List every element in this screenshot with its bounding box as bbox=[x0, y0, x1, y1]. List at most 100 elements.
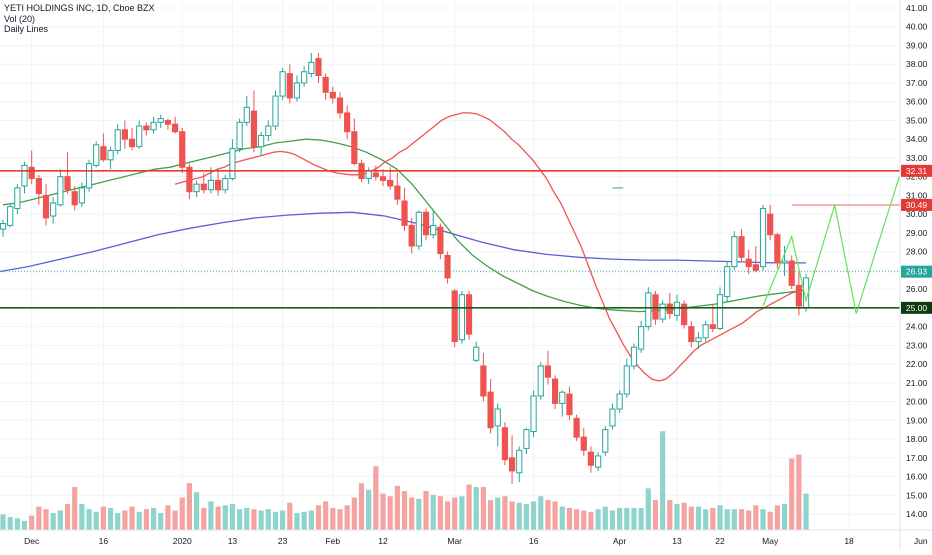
candle-body bbox=[630, 346, 638, 367]
volume-bar bbox=[308, 510, 314, 530]
time-axis[interactable]: Dec 16 2020 13 23 Feb 12 Mar 16 Apr 13 22 May 18 Jun bbox=[24, 536, 928, 546]
candle-body bbox=[566, 393, 573, 416]
volume-bar bbox=[107, 507, 114, 530]
candle-body bbox=[681, 303, 688, 326]
volume-bar bbox=[645, 488, 651, 530]
y-tick-label: 22.00 bbox=[906, 359, 928, 369]
pattern-zigzag bbox=[762, 176, 900, 314]
volume-indicator-label[interactable]: Vol (20) bbox=[4, 13, 36, 24]
price-axis[interactable]: 14.00 15.00 16.00 17.00 18.00 19.00 20.00 21.00… bbox=[906, 3, 928, 519]
volume-bar bbox=[215, 506, 221, 530]
candle-body bbox=[279, 71, 286, 97]
volume-bar bbox=[480, 487, 486, 530]
volume-bar bbox=[617, 507, 623, 530]
candle-body bbox=[365, 170, 372, 180]
candle-body bbox=[57, 176, 64, 206]
y-tick-label: 26.00 bbox=[906, 284, 928, 294]
candle-body bbox=[795, 284, 802, 307]
candle-body bbox=[695, 337, 702, 343]
candle-body bbox=[745, 258, 752, 268]
candle-body bbox=[559, 391, 566, 404]
volume-bar bbox=[315, 505, 322, 530]
volume-bar bbox=[781, 504, 788, 530]
volume-bar bbox=[717, 505, 723, 530]
ma20-line bbox=[174, 112, 807, 382]
y-tick-label: 17.00 bbox=[906, 453, 928, 463]
price-label-text: 32.31 bbox=[906, 166, 928, 176]
y-tick-label: 37.00 bbox=[906, 78, 928, 88]
volume-bar bbox=[401, 491, 408, 530]
candle-body bbox=[609, 408, 616, 427]
symbol-title[interactable]: YETI HOLDINGS INC, 1D, Cboe BZX bbox=[4, 3, 155, 13]
x-tick-label: 13 bbox=[672, 536, 682, 546]
volume-bar bbox=[100, 506, 106, 530]
volume-bar bbox=[631, 507, 637, 530]
volume-bar bbox=[351, 497, 357, 530]
candle-body bbox=[473, 346, 480, 361]
candle-body bbox=[250, 110, 258, 148]
volume-bar bbox=[193, 492, 200, 530]
price-label-text: 26.93 bbox=[906, 267, 928, 277]
candle-body bbox=[236, 121, 243, 150]
volume-bar bbox=[695, 506, 702, 530]
volume-bar bbox=[681, 502, 687, 530]
candle-body bbox=[128, 138, 136, 148]
x-tick-label: Apr bbox=[613, 536, 626, 546]
candle-body bbox=[78, 187, 85, 204]
volume-bar bbox=[79, 504, 85, 530]
volume-bars bbox=[0, 431, 809, 530]
x-tick-label: 13 bbox=[228, 536, 238, 546]
candle-body bbox=[28, 166, 35, 180]
candle-body bbox=[351, 131, 358, 165]
candle-body bbox=[243, 106, 250, 123]
candle-body bbox=[602, 429, 609, 453]
volume-bar bbox=[437, 496, 443, 530]
daily-lines-label[interactable]: Daily Lines bbox=[4, 24, 49, 34]
y-tick-label: 19.00 bbox=[906, 415, 928, 425]
candle-body bbox=[114, 129, 121, 151]
volume-bar bbox=[50, 513, 56, 530]
x-tick-label: 23 bbox=[278, 536, 288, 546]
candle-body bbox=[200, 183, 207, 191]
volume-bar bbox=[387, 496, 393, 530]
y-tick-label: 24.00 bbox=[906, 322, 928, 332]
volume-bar bbox=[738, 509, 745, 530]
candle-body bbox=[164, 119, 172, 125]
volume-bar bbox=[294, 513, 300, 530]
y-tick-label: 15.00 bbox=[906, 490, 928, 500]
candle-body bbox=[580, 436, 587, 451]
candle-body bbox=[171, 123, 179, 133]
y-tick-label: 16.00 bbox=[906, 472, 928, 482]
candle-body bbox=[85, 163, 93, 189]
volume-bar bbox=[581, 510, 587, 530]
volume-bar bbox=[229, 504, 236, 530]
volume-bar bbox=[344, 505, 350, 530]
candle-body bbox=[752, 264, 759, 271]
volume-bar bbox=[222, 505, 228, 530]
candle-body bbox=[136, 125, 143, 148]
candle-body bbox=[537, 365, 544, 397]
y-tick-label: 40.00 bbox=[906, 22, 928, 32]
volume-bar bbox=[14, 518, 20, 530]
volume-bar bbox=[143, 509, 149, 530]
volume-bar bbox=[129, 506, 135, 530]
candle-body bbox=[781, 260, 788, 264]
price-label-badge bbox=[901, 265, 932, 278]
x-tick-label: Dec bbox=[24, 536, 40, 546]
candle-body bbox=[759, 208, 767, 268]
volume-bar bbox=[710, 507, 716, 530]
candle-body bbox=[508, 457, 516, 472]
price-label-badge bbox=[901, 164, 932, 177]
volume-bar bbox=[93, 511, 99, 530]
volume-bar bbox=[523, 504, 530, 530]
volume-bar bbox=[753, 505, 759, 530]
volume-bar bbox=[57, 510, 63, 530]
candle-body bbox=[229, 148, 236, 180]
candle-body bbox=[293, 82, 301, 99]
y-tick-label: 28.00 bbox=[906, 247, 928, 257]
candle-body bbox=[688, 326, 695, 343]
volume-bar bbox=[638, 507, 644, 530]
x-tick-label: 2020 bbox=[173, 536, 192, 546]
